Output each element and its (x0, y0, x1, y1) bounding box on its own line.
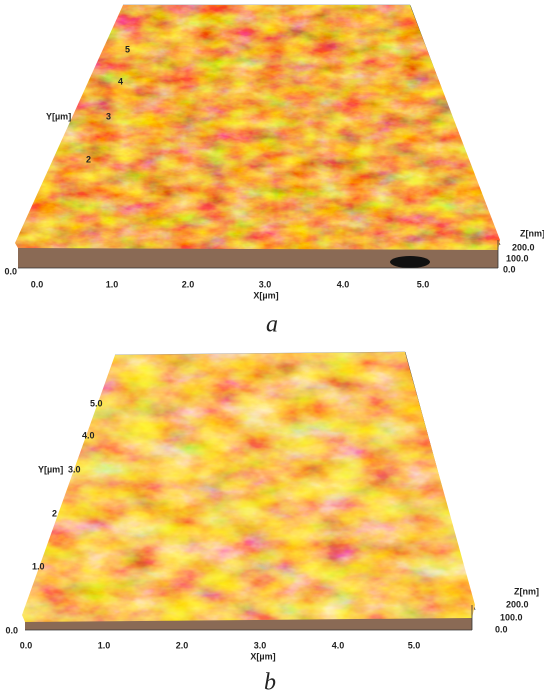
x-tick: 3.0 (254, 640, 267, 650)
y-axis-label: Y[µm] (46, 111, 71, 121)
y-tick: 4 (118, 76, 123, 86)
x-tick: 3.0 (259, 279, 272, 289)
x-tick: 5.0 (417, 279, 430, 289)
z-tick: 200.0 (512, 242, 535, 252)
y-tick: 4.0 (82, 430, 95, 440)
y-axis-label: Y[µm] (38, 464, 63, 474)
z-axis-label: Z[nm] (520, 228, 544, 238)
y-tick: 1.0 (32, 561, 45, 571)
x-tick: 0.0 (31, 279, 44, 289)
z-tick: 200.0 (506, 599, 529, 609)
y-tick: 5.0 (90, 398, 103, 408)
z-axis-label: Z[nm] (514, 586, 539, 596)
x-tick: 1.0 (106, 279, 119, 289)
y-tick: 0.0 (4, 266, 17, 276)
z-tick: 100.0 (500, 612, 523, 622)
panel-b: 0.0 1.0 2 3.0 4.0 5.0 Y[µm] 0.0 1.0 2.0 … (5, 345, 539, 694)
panel-a: 0.0 2 3 4 5 Y[µm] 0.0 1.0 2.0 3.0 4.0 5.… (4, 0, 544, 338)
x-tick: 4.0 (337, 279, 350, 289)
x-tick: 4.0 (332, 640, 345, 650)
x-tick: 1.0 (98, 640, 111, 650)
y-tick: 2 (86, 154, 91, 164)
x-tick: 2.0 (176, 640, 189, 650)
z-tick: 0.0 (503, 264, 516, 274)
x-axis-label: X[µm] (253, 290, 278, 300)
z-tick: 100.0 (506, 253, 529, 263)
surface (10, 0, 510, 255)
x-axis-label: X[µm] (250, 651, 275, 661)
x-tick: 0.0 (20, 640, 33, 650)
surface (15, 345, 480, 625)
z-tick: 0.0 (495, 624, 508, 634)
y-tick: 2 (52, 508, 57, 518)
x-tick: 5.0 (408, 640, 421, 650)
y-tick: 0.0 (5, 625, 18, 635)
y-tick: 3.0 (68, 464, 81, 474)
caption: b (264, 670, 276, 694)
caption: a (266, 312, 278, 338)
x-tick: 2.0 (182, 279, 195, 289)
y-tick: 5 (125, 44, 130, 54)
y-tick: 3 (106, 111, 111, 121)
figure: 0.0 2 3 4 5 Y[µm] 0.0 1.0 2.0 3.0 4.0 5.… (0, 0, 544, 694)
